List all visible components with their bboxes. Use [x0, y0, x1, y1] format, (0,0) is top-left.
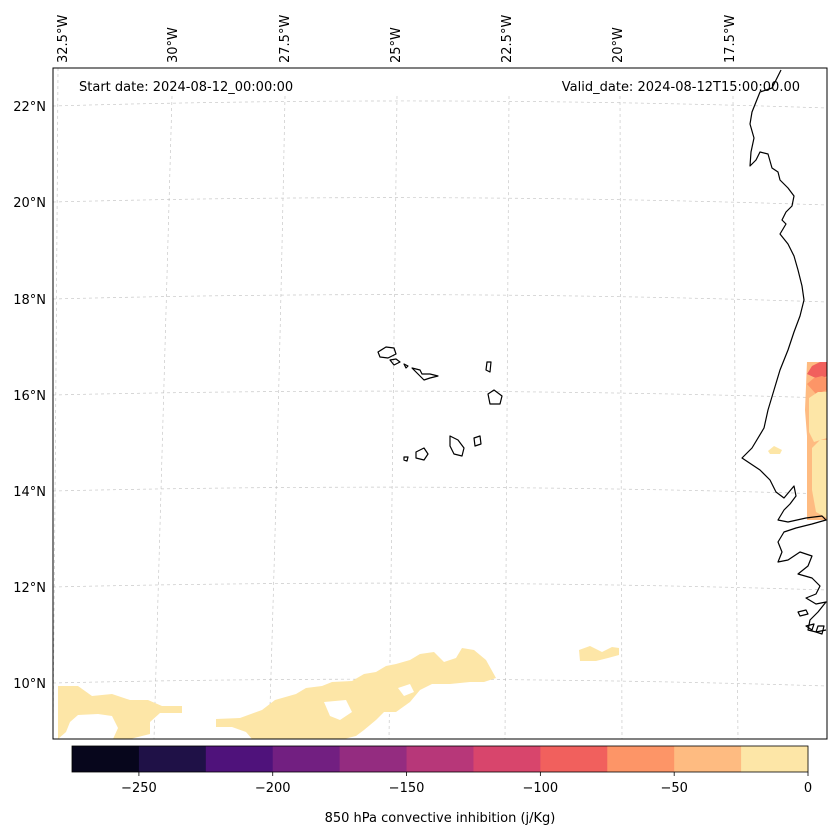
- lat-label: 10°N: [13, 677, 46, 692]
- lat-label: 20°N: [13, 196, 46, 211]
- valid-date-label: Valid_date: 2024-08-12T15:00:00.00: [562, 80, 800, 95]
- lat-label: 12°N: [13, 581, 46, 596]
- colorbar-tick-label: 0: [804, 781, 812, 796]
- graticule: [52, 67, 828, 740]
- cin-shading: [58, 362, 827, 739]
- lat-label: 22°N: [13, 100, 46, 115]
- colorbar-segment: [607, 746, 675, 772]
- coastlines: [377, 69, 827, 635]
- african-coastline: [741, 69, 827, 633]
- lat-label: 16°N: [13, 389, 46, 404]
- lon-label: 17.5°W: [723, 15, 738, 63]
- colorbar-segment: [741, 746, 809, 772]
- colorbar-tick-label: −200: [255, 781, 291, 796]
- island-brava: [403, 456, 409, 462]
- colorbar-segment: [272, 746, 341, 772]
- start-date-label: Start date: 2024-08-12_00:00:00: [79, 80, 293, 95]
- lon-label: 30°W: [166, 27, 181, 63]
- island-sal: [485, 361, 492, 373]
- lon-label: 22.5°W: [500, 15, 515, 63]
- lat-label: 18°N: [13, 293, 46, 308]
- colorbar-title: 850 hPa convective inhibition (j/Kg): [325, 811, 556, 826]
- island-santa-luzia: [403, 363, 409, 369]
- colorbar-ticks: −250 −200 −150 −100 −50 0: [121, 772, 812, 796]
- colorbar-tick-label: −250: [121, 781, 157, 796]
- colorbar-segment: [674, 746, 742, 772]
- island-santiago: [449, 435, 465, 457]
- lon-label: 20°W: [611, 27, 626, 63]
- colorbar-segment: [540, 746, 608, 772]
- colorbar-outline: [71, 745, 809, 773]
- island-fogo: [415, 447, 429, 461]
- colorbar-segment: [339, 746, 408, 772]
- island-maio: [473, 435, 482, 447]
- colorbar-segment: [72, 746, 140, 772]
- colorbar-segment: [205, 746, 274, 772]
- island-boa-vista: [487, 389, 503, 405]
- map-area: [53, 68, 827, 739]
- latitude-labels: 22°N 20°N 18°N 16°N 14°N 12°N 10°N: [13, 100, 46, 692]
- lon-label: 32.5°W: [56, 15, 71, 63]
- lon-label: 27.5°W: [278, 15, 293, 63]
- colorbar-tick-label: −150: [389, 781, 425, 796]
- colorbar-tick-label: −100: [523, 781, 559, 796]
- colorbar-tick-label: −50: [660, 781, 687, 796]
- colorbar-segment: [138, 746, 207, 772]
- island-santo-antao: [377, 346, 397, 359]
- bijagos-islands: [797, 609, 825, 635]
- island-sao-nicolau: [411, 367, 439, 381]
- longitude-labels: 32.5°W 30°W 27.5°W 25°W 22.5°W 20°W 17.5…: [56, 15, 738, 63]
- island-sao-vicente: [389, 358, 401, 366]
- lon-label: 25°W: [389, 27, 404, 63]
- map-frame: [52, 67, 828, 740]
- lat-label: 14°N: [13, 485, 46, 500]
- colorbar-segment: [406, 746, 474, 772]
- colorbar-segment: [473, 746, 541, 772]
- colorbar: [72, 746, 809, 772]
